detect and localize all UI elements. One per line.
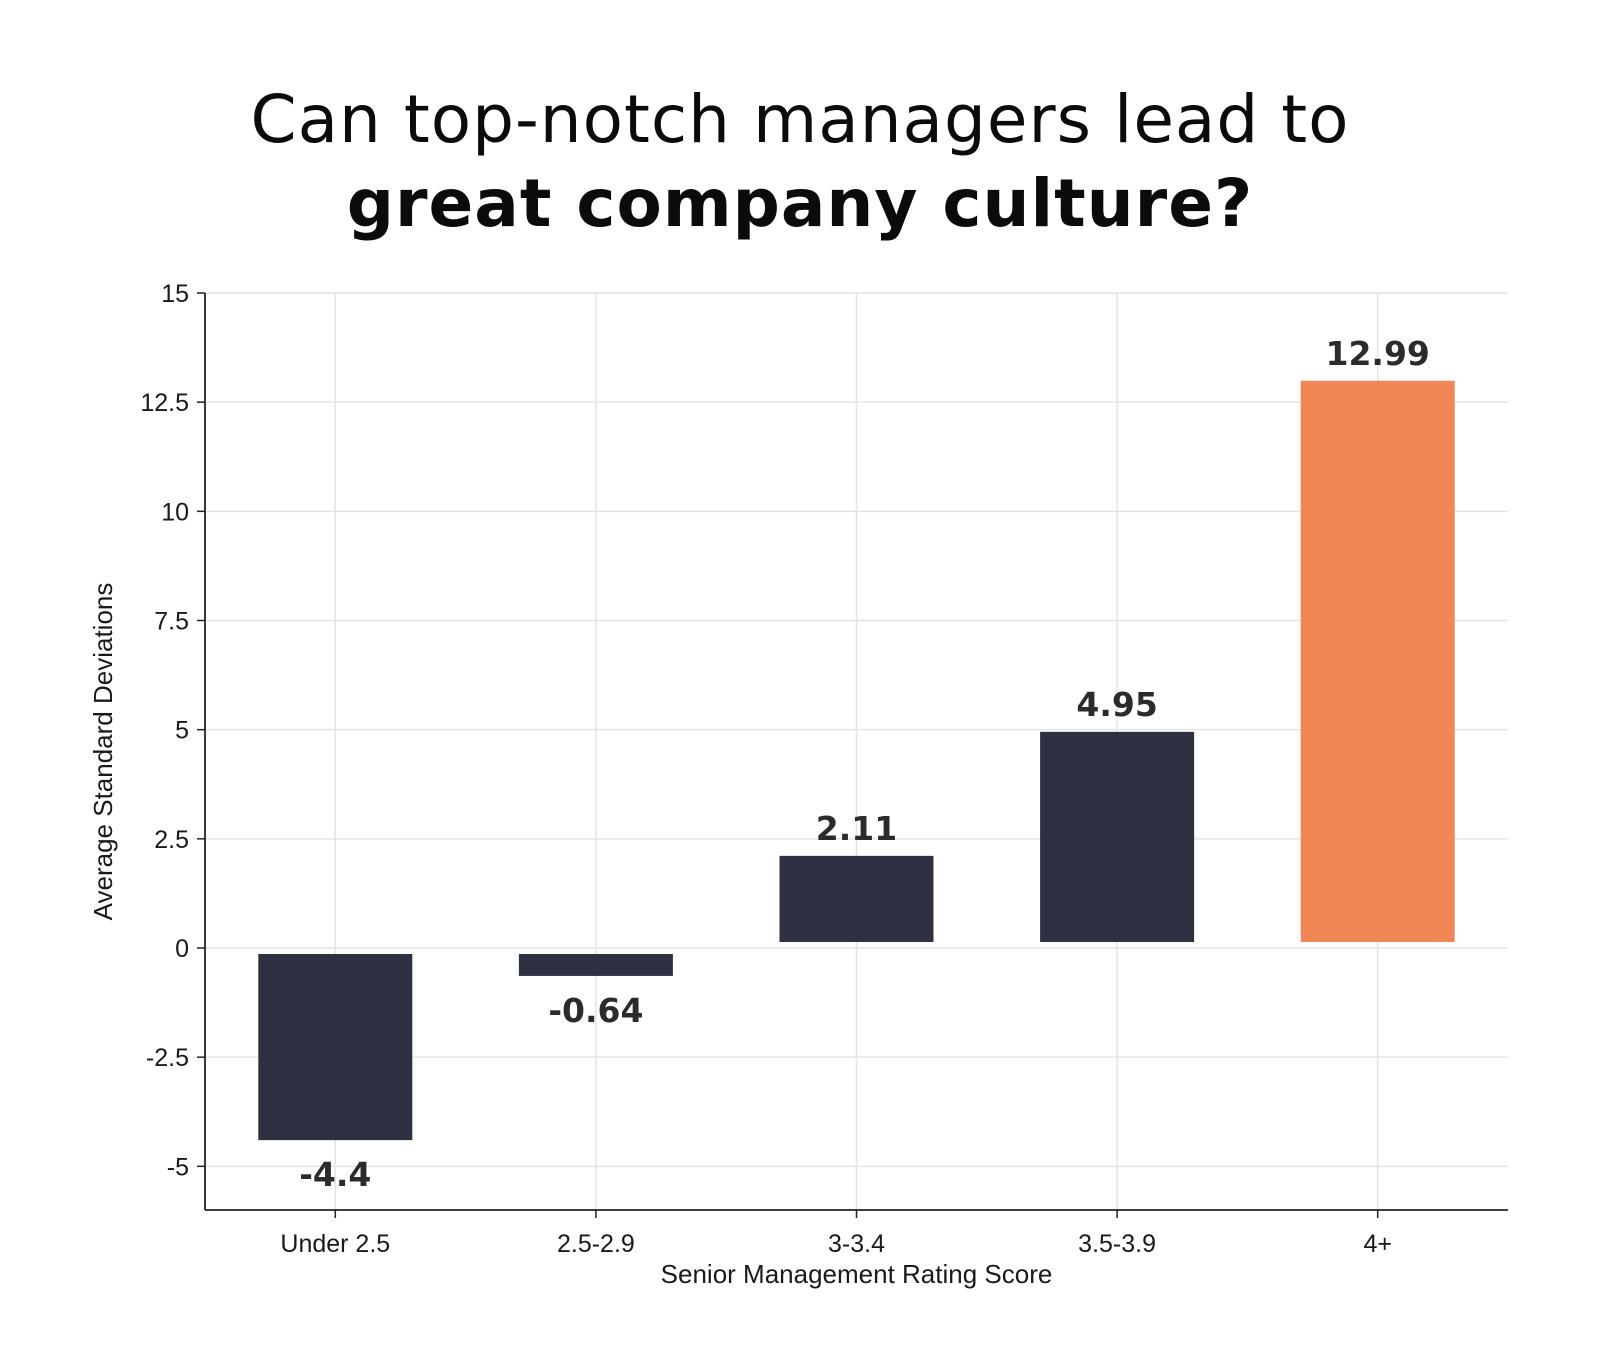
- axes: [197, 292, 1508, 1218]
- y-tick-label: 12.5: [140, 389, 189, 417]
- bar-value-label: 4.95: [1076, 685, 1157, 724]
- bar: [518, 954, 673, 976]
- x-tick-label: 2.5-2.9: [557, 1230, 635, 1258]
- x-tick-label: 4+: [1363, 1230, 1392, 1258]
- bar: [1300, 380, 1455, 942]
- bars: [258, 380, 1455, 1141]
- x-tick-label: 3.5-3.9: [1078, 1230, 1156, 1258]
- grid: [205, 292, 1508, 1210]
- y-tick-label: 5: [175, 717, 189, 745]
- x-tick-label: 3-3.4: [828, 1230, 885, 1258]
- bar-value-label: -0.64: [548, 991, 643, 1030]
- x-axis-title: Senior Management Rating Score: [661, 1259, 1053, 1289]
- bar: [1040, 731, 1195, 942]
- bar: [779, 855, 934, 942]
- chart-title-line1: Can top-notch managers lead to: [250, 81, 1350, 158]
- bar-value-label: 12.99: [1326, 334, 1430, 373]
- y-tick-label: 10: [161, 498, 189, 526]
- labels: -5 -2.5 0 2.5 5 7.5 10 12.5 15 Under 2.5 2.5-2.9 3-…: [140, 280, 1430, 1258]
- y-tick-label: 7.5: [154, 608, 189, 636]
- bar-value-label: -4.4: [299, 1155, 371, 1194]
- y-tick-label: -5: [167, 1153, 189, 1181]
- bar: [258, 954, 413, 1141]
- y-tick-label: -2.5: [146, 1044, 189, 1072]
- y-tick-label: 0: [175, 935, 189, 963]
- chart-title: Can top-notch managers lead to great com…: [0, 78, 1600, 246]
- y-tick-label: 15: [161, 280, 189, 308]
- bar-value-label: 2.11: [816, 809, 897, 848]
- chart-title-line2: great company culture?: [346, 165, 1254, 242]
- y-tick-label: 2.5: [154, 826, 189, 854]
- x-tick-label: Under 2.5: [280, 1230, 390, 1258]
- y-axis-title: Average Standard Deviations: [88, 583, 118, 921]
